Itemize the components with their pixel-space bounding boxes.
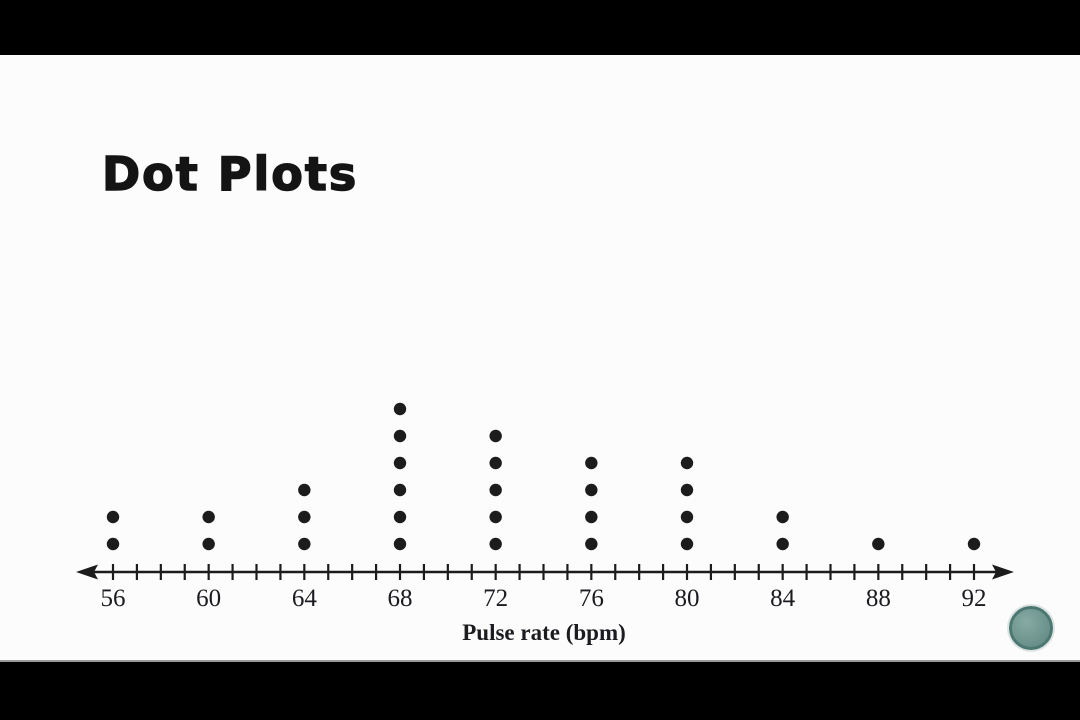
tick-label: 76 bbox=[579, 585, 604, 612]
tick-label: 84 bbox=[770, 585, 796, 612]
tick-label: 64 bbox=[292, 585, 318, 612]
data-dot bbox=[585, 537, 598, 551]
tick-label: 80 bbox=[675, 585, 700, 612]
data-dot bbox=[489, 510, 502, 524]
data-dot bbox=[776, 537, 789, 551]
axis-arrow-left-icon bbox=[76, 564, 98, 580]
data-dot bbox=[393, 537, 407, 551]
data-dot bbox=[489, 537, 502, 551]
channel-logo-watermark bbox=[1009, 606, 1053, 650]
data-dot bbox=[393, 483, 407, 497]
data-dot bbox=[489, 456, 502, 470]
letterbox-bottom-bar bbox=[0, 662, 1080, 720]
data-dot bbox=[202, 537, 215, 551]
bottom-bar-divider bbox=[0, 660, 1080, 662]
axis-arrow-right-icon bbox=[992, 564, 1014, 580]
data-dot bbox=[106, 537, 120, 551]
dot-plot-chart: 56 60 64 68 72 76 80 84 88 92 bbox=[76, 402, 1014, 612]
tick-label: 60 bbox=[196, 585, 221, 612]
x-axis-title: Pulse rate (bpm) bbox=[462, 620, 626, 645]
data-dot bbox=[967, 537, 981, 551]
data-dot bbox=[393, 402, 407, 416]
tick-label: 68 bbox=[388, 585, 413, 612]
data-dot bbox=[585, 456, 598, 470]
slide-background: Dot Plots 56 60 64 68 72 76 80 84 88 92 Pulse rat… bbox=[0, 55, 1080, 662]
data-dot bbox=[393, 456, 407, 470]
letterbox-top-bar bbox=[0, 0, 1080, 55]
page-title: Dot Plots bbox=[101, 146, 359, 202]
data-dot bbox=[393, 429, 407, 443]
data-dot bbox=[298, 483, 311, 497]
data-dot bbox=[680, 483, 694, 497]
data-dot bbox=[202, 510, 215, 524]
data-dot bbox=[680, 537, 694, 551]
data-dot bbox=[489, 483, 502, 497]
tick-label: 92 bbox=[962, 585, 987, 612]
data-dot bbox=[298, 510, 311, 524]
tick-label: 88 bbox=[866, 585, 891, 612]
tick-label: 72 bbox=[483, 585, 508, 612]
tick-label: 56 bbox=[101, 585, 126, 612]
data-dot bbox=[489, 429, 502, 443]
data-dot bbox=[585, 510, 598, 524]
data-dot bbox=[585, 483, 598, 497]
data-dot bbox=[106, 510, 120, 524]
data-dot bbox=[393, 510, 407, 524]
data-dot bbox=[776, 510, 789, 524]
data-dot bbox=[680, 510, 694, 524]
data-dot bbox=[872, 537, 885, 551]
data-dot bbox=[298, 537, 311, 551]
data-dot bbox=[680, 456, 694, 470]
